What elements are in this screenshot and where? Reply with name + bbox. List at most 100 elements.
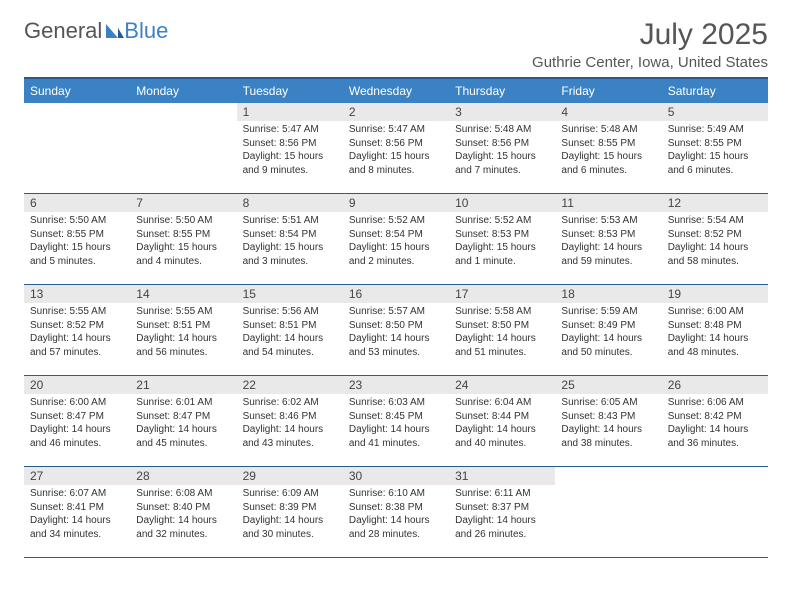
- day-details: Sunrise: 5:48 AMSunset: 8:56 PMDaylight:…: [449, 121, 555, 181]
- calendar-day-cell: 21 Sunrise: 6:01 AMSunset: 8:47 PMDayligh…: [130, 376, 236, 467]
- sunset-text: Sunset: 8:53 PM: [455, 228, 549, 242]
- daylight-line2: and 41 minutes.: [349, 437, 443, 451]
- day-details: Sunrise: 6:00 AMSunset: 8:47 PMDaylight:…: [24, 394, 130, 454]
- calendar-week-row: 27Sunrise: 6:07 AMSunset: 8:41 PMDayligh…: [24, 467, 768, 558]
- calendar-week-row: 13Sunrise: 5:55 AMSunset: 8:52 PMDayligh…: [24, 285, 768, 376]
- weekday-header: Saturday: [662, 78, 768, 103]
- calendar-day-cell: ..: [662, 467, 768, 558]
- day-number: 15: [237, 285, 343, 303]
- calendar-day-cell: 6Sunrise: 5:50 AMSunset: 8:55 PMDaylight…: [24, 194, 130, 285]
- calendar-day-cell: 19Sunrise: 6:00 AMSunset: 8:48 PMDayligh…: [662, 285, 768, 376]
- daylight-line2: and 4 minutes.: [136, 255, 230, 269]
- sunset-text: Sunset: 8:56 PM: [243, 137, 337, 151]
- daylight-line2: and 50 minutes.: [561, 346, 655, 360]
- calendar-day-cell: 10Sunrise: 5:52 AMSunset: 8:53 PMDayligh…: [449, 194, 555, 285]
- daylight-line2: and 56 minutes.: [136, 346, 230, 360]
- day-number: 12: [662, 194, 768, 212]
- day-number: 3: [449, 103, 555, 121]
- month-title: July 2025: [532, 18, 768, 52]
- daylight-line2: and 6 minutes.: [561, 164, 655, 178]
- sunset-text: Sunset: 8:47 PM: [136, 410, 230, 424]
- day-number: 6: [24, 194, 130, 212]
- calendar-day-cell: 13Sunrise: 5:55 AMSunset: 8:52 PMDayligh…: [24, 285, 130, 376]
- day-number: 19: [662, 285, 768, 303]
- weekday-header: Friday: [555, 78, 661, 103]
- daylight-line2: and 6 minutes.: [668, 164, 762, 178]
- day-details: Sunrise: 6:05 AMSunset: 8:43 PMDaylight:…: [555, 394, 661, 454]
- day-number: 29: [237, 467, 343, 485]
- daylight-line2: and 1 minute.: [455, 255, 549, 269]
- daylight-line1: Daylight: 15 hours: [349, 241, 443, 255]
- day-number: 28: [130, 467, 236, 485]
- sunrise-text: Sunrise: 6:06 AM: [668, 396, 762, 410]
- daylight-line1: Daylight: 14 hours: [668, 423, 762, 437]
- day-number: 1: [237, 103, 343, 121]
- daylight-line1: Daylight: 15 hours: [561, 150, 655, 164]
- calendar-day-cell: ..: [24, 103, 130, 194]
- header-bar: General Blue July 2025 Guthrie Center, I…: [24, 18, 768, 71]
- sunrise-text: Sunrise: 5:59 AM: [561, 305, 655, 319]
- daylight-line1: Daylight: 14 hours: [136, 423, 230, 437]
- sunrise-text: Sunrise: 5:50 AM: [136, 214, 230, 228]
- daylight-line1: Daylight: 14 hours: [349, 423, 443, 437]
- sunrise-text: Sunrise: 5:48 AM: [455, 123, 549, 137]
- calendar-day-cell: ..: [555, 467, 661, 558]
- sunset-text: Sunset: 8:52 PM: [30, 319, 124, 333]
- daylight-line2: and 58 minutes.: [668, 255, 762, 269]
- location-text: Guthrie Center, Iowa, United States: [532, 54, 768, 71]
- sunset-text: Sunset: 8:38 PM: [349, 501, 443, 515]
- calendar-day-cell: 27Sunrise: 6:07 AMSunset: 8:41 PMDayligh…: [24, 467, 130, 558]
- sunset-text: Sunset: 8:37 PM: [455, 501, 549, 515]
- daylight-line2: and 7 minutes.: [455, 164, 549, 178]
- day-details: Sunrise: 6:00 AMSunset: 8:48 PMDaylight:…: [662, 303, 768, 363]
- sunrise-text: Sunrise: 5:47 AM: [349, 123, 443, 137]
- calendar-day-cell: 26Sunrise: 6:06 AMSunset: 8:42 PMDayligh…: [662, 376, 768, 467]
- day-details: Sunrise: 6:04 AMSunset: 8:44 PMDaylight:…: [449, 394, 555, 454]
- sunrise-text: Sunrise: 5:57 AM: [349, 305, 443, 319]
- calendar-day-cell: 1Sunrise: 5:47 AMSunset: 8:56 PMDaylight…: [237, 103, 343, 194]
- sunset-text: Sunset: 8:49 PM: [561, 319, 655, 333]
- sunset-text: Sunset: 8:45 PM: [349, 410, 443, 424]
- sunset-text: Sunset: 8:55 PM: [30, 228, 124, 242]
- daylight-line1: Daylight: 14 hours: [668, 332, 762, 346]
- sunrise-text: Sunrise: 6:01 AM: [136, 396, 230, 410]
- calendar-day-cell: 5Sunrise: 5:49 AMSunset: 8:55 PMDaylight…: [662, 103, 768, 194]
- title-block: July 2025 Guthrie Center, Iowa, United S…: [532, 18, 768, 71]
- day-details: Sunrise: 5:50 AMSunset: 8:55 PMDaylight:…: [130, 212, 236, 272]
- sunset-text: Sunset: 8:54 PM: [349, 228, 443, 242]
- calendar-day-cell: 4Sunrise: 5:48 AMSunset: 8:55 PMDaylight…: [555, 103, 661, 194]
- calendar-page: General Blue July 2025 Guthrie Center, I…: [0, 0, 792, 576]
- day-number: 5: [662, 103, 768, 121]
- day-number: 22: [237, 376, 343, 394]
- calendar-day-cell: 22Sunrise: 6:02 AMSunset: 8:46 PMDayligh…: [237, 376, 343, 467]
- daylight-line2: and 9 minutes.: [243, 164, 337, 178]
- sunset-text: Sunset: 8:55 PM: [136, 228, 230, 242]
- daylight-line2: and 36 minutes.: [668, 437, 762, 451]
- daylight-line2: and 26 minutes.: [455, 528, 549, 542]
- sunset-text: Sunset: 8:55 PM: [668, 137, 762, 151]
- day-number: 21: [130, 376, 236, 394]
- daylight-line1: Daylight: 14 hours: [455, 423, 549, 437]
- sunset-text: Sunset: 8:50 PM: [455, 319, 549, 333]
- sunrise-text: Sunrise: 5:56 AM: [243, 305, 337, 319]
- brand-part2: Blue: [124, 18, 168, 44]
- daylight-line1: Daylight: 15 hours: [243, 241, 337, 255]
- calendar-day-cell: 9Sunrise: 5:52 AMSunset: 8:54 PMDaylight…: [343, 194, 449, 285]
- sunrise-text: Sunrise: 5:49 AM: [668, 123, 762, 137]
- sunrise-text: Sunrise: 6:05 AM: [561, 396, 655, 410]
- sunset-text: Sunset: 8:53 PM: [561, 228, 655, 242]
- day-details: Sunrise: 5:56 AMSunset: 8:51 PMDaylight:…: [237, 303, 343, 363]
- daylight-line2: and 28 minutes.: [349, 528, 443, 542]
- sunset-text: Sunset: 8:43 PM: [561, 410, 655, 424]
- daylight-line2: and 34 minutes.: [30, 528, 124, 542]
- sunrise-text: Sunrise: 5:53 AM: [561, 214, 655, 228]
- day-number: 30: [343, 467, 449, 485]
- sunrise-text: Sunrise: 5:55 AM: [136, 305, 230, 319]
- sunset-text: Sunset: 8:51 PM: [243, 319, 337, 333]
- daylight-line2: and 30 minutes.: [243, 528, 337, 542]
- calendar-body: ....1Sunrise: 5:47 AMSunset: 8:56 PMDayl…: [24, 103, 768, 558]
- calendar-day-cell: 28Sunrise: 6:08 AMSunset: 8:40 PMDayligh…: [130, 467, 236, 558]
- day-details: Sunrise: 5:48 AMSunset: 8:55 PMDaylight:…: [555, 121, 661, 181]
- calendar-day-cell: 16Sunrise: 5:57 AMSunset: 8:50 PMDayligh…: [343, 285, 449, 376]
- day-details: Sunrise: 5:58 AMSunset: 8:50 PMDaylight:…: [449, 303, 555, 363]
